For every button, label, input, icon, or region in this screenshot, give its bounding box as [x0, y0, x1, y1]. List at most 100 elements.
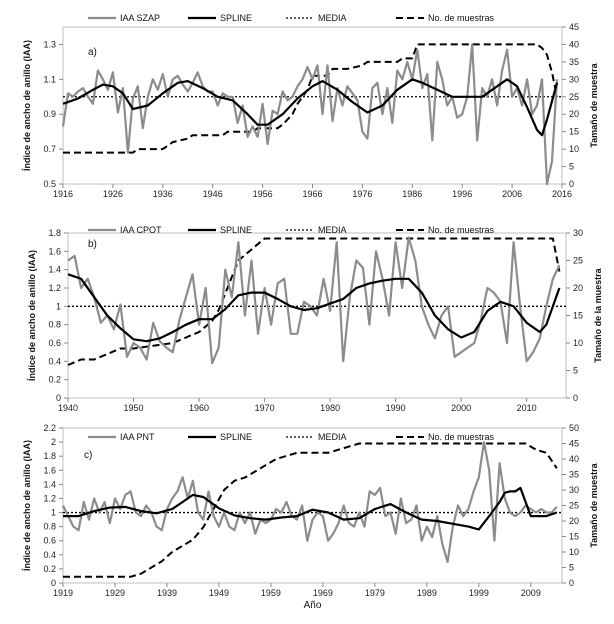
y2-tick-label: 0: [569, 179, 574, 189]
y-tick-label: 0.6: [48, 338, 61, 348]
legend-observed-label: IAA CPOT: [120, 225, 162, 235]
spline-series-line: [62, 78, 559, 137]
x-tick-label: 1929: [105, 588, 125, 598]
y-tick-label: 1.4: [48, 265, 61, 275]
x-tick-label: 1956: [253, 189, 273, 199]
y-tick-label: 1: [56, 301, 61, 311]
y-tick-label: 0.4: [43, 550, 56, 560]
x-tick-label: 1926: [103, 189, 123, 199]
x-tick-label: 1970: [255, 403, 275, 413]
spline-series-line: [67, 273, 561, 343]
x-tick-label: 1946: [203, 189, 223, 199]
chart-panel-2: 1940 1950 1960 1970 1980 1990 2000 201000.20.40…: [27, 225, 603, 413]
y2-tick-label: 40: [569, 39, 579, 49]
y2-tick-label: 45: [569, 22, 579, 32]
x-tick-label: 1950: [124, 403, 144, 413]
legend-samples-label: No. de muestras: [428, 225, 495, 235]
y2-tick-label: 45: [569, 439, 579, 449]
y-tick-label: 1: [51, 508, 56, 518]
y2-tick-label: 5: [569, 162, 574, 172]
observed-series-line: [61, 43, 559, 186]
legend: IAA CPOT SPLINE MEDIA No. de muestras: [88, 225, 495, 235]
x-tick-label: 1996: [452, 189, 472, 199]
y2-tick-label: 15: [569, 127, 579, 137]
y-tick-label: 1.8: [48, 228, 61, 238]
spline-series-line: [63, 486, 558, 531]
y2-tick-label: 5: [569, 563, 574, 573]
x-tick-label: 1989: [417, 588, 437, 598]
y2-tick-label: 25: [569, 92, 579, 102]
x-tick-label: 1980: [320, 403, 340, 413]
y2-axis-title: Tamaño de muestra: [589, 62, 599, 147]
legend-samples-label: No. de muestras: [428, 432, 495, 442]
y-tick-label: 2: [51, 437, 56, 447]
observed-series-line: [62, 441, 558, 564]
x-tick-label: 1986: [402, 189, 422, 199]
legend-mean-label: MEDIA: [318, 225, 347, 235]
legend-spline-label: SPLINE: [220, 225, 252, 235]
chart-panel-1: 1916 1926 1936 1946 1956 1966 1976 1986 1996 2006…: [22, 13, 599, 199]
y2-tick-label: 30: [569, 74, 579, 84]
y2-tick-label: 20: [569, 516, 579, 526]
y-tick-label: 1.3: [43, 39, 56, 49]
x-tick-label: 1979: [365, 588, 385, 598]
y-axis-title: Índice de ancho de anillo (IAA): [27, 250, 37, 381]
y-tick-label: 0: [56, 393, 61, 403]
x-tick-label: 1949: [209, 588, 229, 598]
legend-mean-label: MEDIA: [318, 13, 347, 23]
y2-tick-label: 25: [569, 501, 579, 511]
y-tick-label: 1.2: [48, 283, 61, 293]
y2-tick-label: 0: [569, 578, 574, 588]
y-tick-label: 0.7: [43, 144, 56, 154]
y-tick-label: 0: [51, 578, 56, 588]
y2-tick-label: 25: [573, 256, 583, 266]
legend-observed-label: IAA SZAP: [120, 13, 160, 23]
panel-label: a): [88, 47, 97, 58]
y2-tick-label: 10: [569, 547, 579, 557]
y-tick-label: 1.6: [48, 246, 61, 256]
y-axis-title: Índice de ancho de anillo (IAA): [22, 440, 32, 571]
y2-tick-label: 40: [569, 454, 579, 464]
x-tick-label: 1960: [189, 403, 209, 413]
x-tick-label: 1959: [261, 588, 281, 598]
panel-label: c): [84, 450, 92, 461]
x-tick-label: 2000: [451, 403, 471, 413]
legend-spline-label: SPLINE: [220, 13, 252, 23]
x-tick-label: 2010: [517, 403, 537, 413]
y2-axis-title: Tamaño de la muestra: [593, 267, 603, 362]
plot-frame: [62, 427, 563, 584]
sample-size-line: [63, 43, 558, 154]
y-tick-label: 0.8: [48, 320, 61, 330]
y-tick-label: 1.4: [43, 479, 56, 489]
legend: IAA SZAP SPLINE MEDIA No. de muestras: [88, 13, 495, 23]
y-tick-label: 0.2: [48, 375, 61, 385]
y2-tick-label: 50: [569, 423, 579, 433]
x-tick-label: 1936: [153, 189, 173, 199]
y-tick-label: 0.4: [48, 356, 61, 366]
y-tick-label: 1.2: [43, 493, 56, 503]
legend-mean-label: MEDIA: [318, 432, 347, 442]
x-tick-label: 1969: [313, 588, 333, 598]
y2-tick-label: 10: [573, 338, 583, 348]
x-tick-label: 2009: [521, 588, 541, 598]
y2-tick-label: 10: [569, 144, 579, 154]
y2-tick-label: 20: [573, 283, 583, 293]
y-tick-label: 0.6: [43, 536, 56, 546]
x-tick-label: 1940: [58, 403, 78, 413]
y2-tick-label: 35: [569, 470, 579, 480]
y2-tick-label: 15: [569, 532, 579, 542]
y-tick-label: 0.2: [43, 564, 56, 574]
y-tick-label: 0.9: [43, 109, 56, 119]
panel-label: b): [88, 239, 97, 250]
x-tick-label: 1990: [386, 403, 406, 413]
y-axis-title: Índice de ancho de anillo (IAA): [22, 40, 32, 171]
y2-tick-label: 30: [569, 485, 579, 495]
y2-axis-title: Tamaño de muestra: [589, 462, 599, 547]
y2-tick-label: 35: [569, 57, 579, 67]
x-tick-label: 1999: [469, 588, 489, 598]
y2-tick-label: 5: [573, 366, 578, 376]
observed-series-line: [67, 236, 561, 365]
y-tick-label: 0.8: [43, 522, 56, 532]
y-tick-label: 0.5: [43, 179, 56, 189]
